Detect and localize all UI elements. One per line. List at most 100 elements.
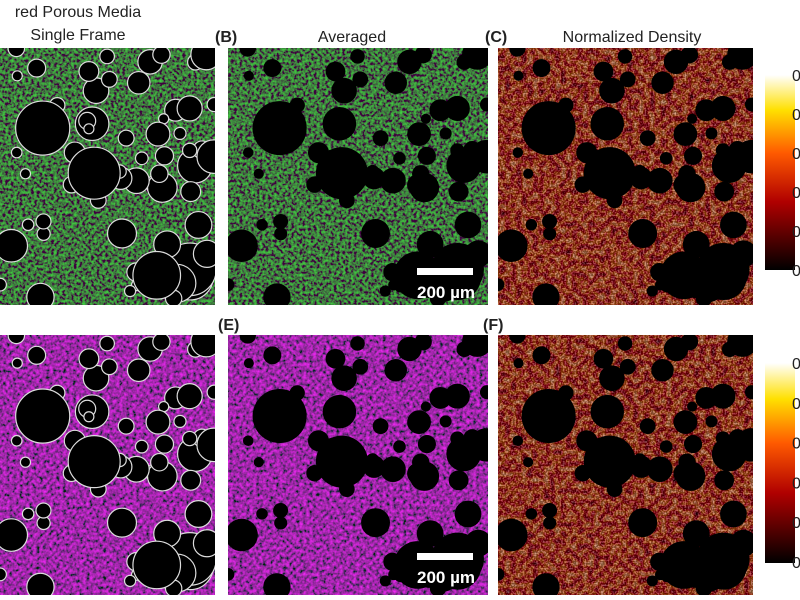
pore [479, 97, 488, 112]
pore [532, 346, 551, 365]
pore [727, 335, 753, 357]
pore [330, 411, 341, 422]
pore [379, 575, 391, 587]
pore [673, 410, 698, 435]
colorbar-tick-label: 0 [792, 68, 800, 85]
pore [7, 48, 26, 58]
pore [729, 240, 753, 268]
pore [243, 358, 254, 369]
image-panel [498, 48, 753, 305]
pore [628, 508, 658, 538]
pore [123, 574, 137, 588]
pore [145, 121, 171, 147]
pore [714, 181, 735, 202]
pore [83, 123, 95, 135]
pore [253, 457, 264, 468]
pore [414, 335, 432, 351]
pore [659, 440, 673, 453]
pore [99, 335, 115, 352]
pore [181, 142, 198, 159]
pore [126, 70, 151, 95]
pore [660, 541, 708, 589]
pore [420, 113, 431, 124]
pore [695, 290, 713, 305]
pore [184, 500, 213, 528]
pore [714, 470, 735, 491]
pore [15, 388, 71, 444]
pore [379, 285, 391, 297]
image-panel [228, 335, 488, 595]
pore [239, 335, 256, 344]
pore [384, 358, 407, 382]
pore [180, 181, 202, 203]
image-panel [0, 48, 215, 305]
pore [521, 389, 576, 444]
pore [384, 71, 407, 95]
pore [680, 335, 699, 351]
pore [252, 389, 307, 444]
pore [598, 123, 609, 134]
pore [512, 435, 524, 447]
pore [380, 167, 406, 194]
pore [444, 95, 470, 121]
panel-subtitle: Single Frame [30, 27, 125, 44]
pore [687, 401, 698, 412]
pore [439, 415, 452, 428]
pore [352, 358, 369, 375]
pore [429, 290, 447, 305]
pore [720, 211, 747, 239]
pore [192, 239, 215, 268]
pore [15, 100, 71, 156]
pore [253, 168, 264, 179]
scale-bar [417, 268, 473, 275]
pore [67, 146, 121, 200]
pore [263, 283, 291, 305]
scale-bar [417, 553, 473, 560]
pore [10, 434, 23, 447]
pore [710, 383, 736, 409]
row-title: red Porous Media [15, 4, 141, 21]
pore [263, 59, 282, 78]
pore [599, 365, 625, 391]
pore [132, 250, 182, 300]
pore [206, 96, 215, 113]
colorbar [765, 75, 795, 270]
pore [407, 410, 431, 435]
pore [0, 567, 7, 582]
pore [646, 285, 658, 297]
pore [352, 71, 369, 88]
pore [678, 165, 696, 183]
colorbar-tick-label: 0 [792, 263, 800, 280]
colorbar-tick-label: 0 [792, 146, 800, 163]
pore [331, 365, 357, 391]
pore [117, 129, 135, 147]
pore [469, 428, 488, 462]
pore [106, 507, 138, 538]
pore [687, 113, 698, 124]
pore [180, 469, 202, 491]
panel-label: (C) [485, 29, 507, 46]
pore [78, 348, 100, 370]
pore [498, 568, 505, 581]
pore [639, 130, 656, 147]
scale-bar-label: 200 µm [417, 283, 475, 302]
pore [21, 218, 35, 232]
pore [365, 453, 380, 467]
pore [35, 213, 52, 230]
pore [228, 278, 235, 292]
pore [67, 435, 121, 489]
pore [420, 401, 431, 412]
colorbar-tick-label: 0 [792, 107, 800, 124]
pore [331, 77, 357, 104]
pore [682, 520, 710, 548]
pore [99, 48, 115, 65]
pore [361, 508, 391, 538]
pore [27, 58, 47, 78]
pore [228, 518, 258, 552]
pore [145, 409, 171, 435]
pore [646, 167, 673, 194]
pore [100, 358, 118, 376]
pore [315, 147, 368, 200]
pore [646, 575, 658, 587]
pore [134, 151, 149, 166]
